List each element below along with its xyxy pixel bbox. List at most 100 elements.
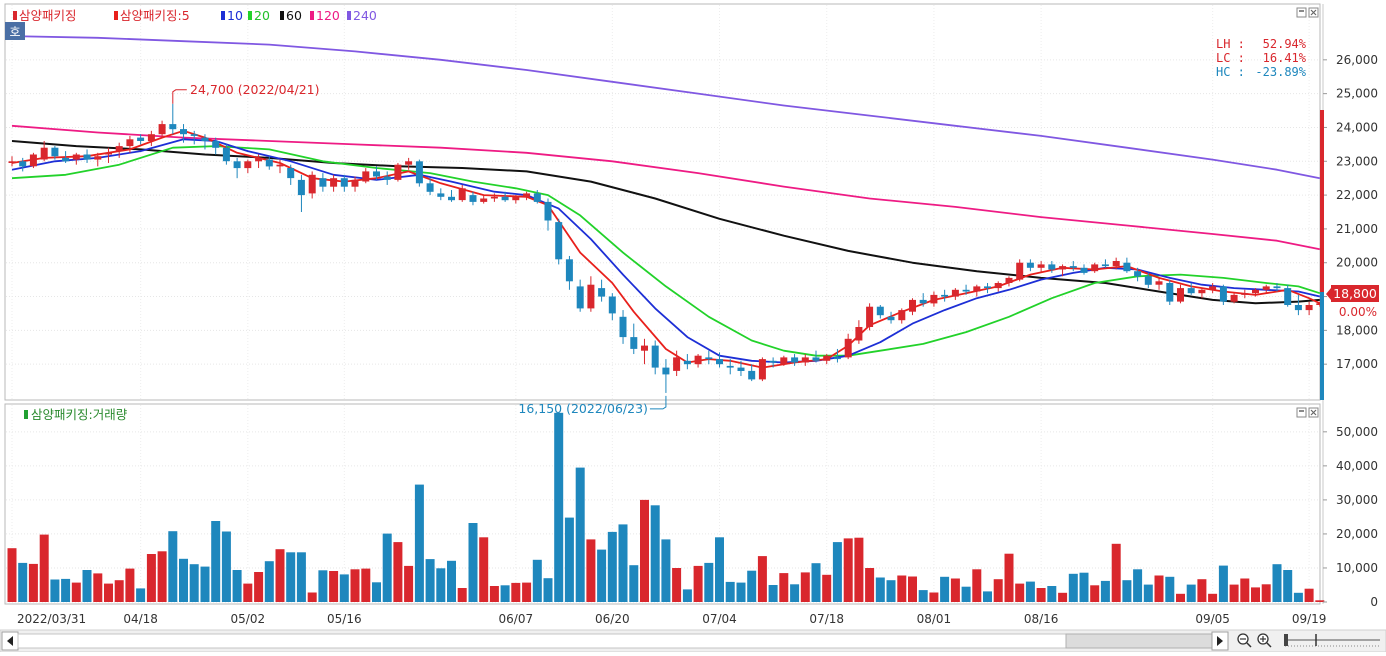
zoom-in-icon[interactable]: [1257, 633, 1272, 648]
volume-bar: [1218, 565, 1228, 602]
volume-bar: [736, 582, 746, 602]
zoom-slider[interactable]: [1284, 634, 1380, 647]
volume-bar: [414, 484, 424, 602]
volume-bar: [243, 583, 253, 602]
candle-up: [490, 196, 498, 199]
volume-legend-title: 삼양패키징:거래량: [31, 407, 128, 422]
candle-up: [866, 306, 874, 327]
legend-swatch-ma60: [280, 11, 284, 20]
date-axis-labels: 2022/03/31 04/18 05/02 05/16 06/07 06/20 07/04…: [17, 612, 1326, 626]
legend-swatch-ma20: [248, 11, 252, 20]
candle-up: [951, 289, 959, 297]
zoom-out-icon[interactable]: [1237, 633, 1252, 648]
panel-restore-icon[interactable]: [1296, 7, 1307, 18]
current-price-label: 18,800: [1333, 286, 1377, 301]
mode-badge-label: 호: [9, 25, 20, 39]
volume-bar: [693, 565, 703, 602]
candle-up: [694, 355, 702, 365]
volume-bar: [993, 579, 1003, 602]
volume-bar: [564, 517, 574, 602]
volume-bar: [200, 566, 210, 602]
volume-panel-restore-icon[interactable]: [1296, 407, 1307, 418]
volume-bar: [629, 565, 639, 602]
volume-bar: [875, 577, 885, 602]
volume-bar: [500, 585, 510, 602]
bottom-toolbar: [0, 629, 1386, 653]
volume-bar: [1304, 588, 1314, 602]
candle-down: [373, 171, 380, 177]
volume-bar: [307, 592, 317, 602]
volume-close-glyph-icon: [1310, 409, 1317, 416]
candle-up: [458, 188, 466, 201]
volume-bar: [929, 592, 939, 602]
volume-grid: [6, 5, 1319, 603]
restore-glyph-icon: [1299, 10, 1304, 12]
price-tick-label: 25,000: [1336, 87, 1378, 101]
volume-bar: [532, 559, 542, 602]
candle-up: [1316, 303, 1324, 305]
legend-swatch-ma5: [114, 11, 118, 20]
candle-down: [265, 159, 273, 167]
volume-bar: [1186, 584, 1196, 602]
candle-up: [587, 284, 595, 309]
high-annotation-leader: [172, 89, 187, 104]
volume-bar: [211, 521, 221, 602]
candle-up: [909, 299, 916, 312]
legend-swatch-ma240: [347, 11, 351, 20]
date-label: 07/04: [702, 612, 737, 626]
candle-down: [651, 345, 659, 368]
volume-bar: [136, 588, 146, 602]
volume-bar: [382, 533, 392, 602]
candle-up: [823, 355, 831, 361]
mode-badge[interactable]: [5, 22, 25, 40]
candle-down: [576, 286, 584, 309]
candle-down: [233, 161, 241, 169]
candle-up: [276, 164, 284, 167]
volume-bar: [1293, 592, 1303, 602]
volume-bar: [747, 570, 757, 602]
volume-bar: [286, 552, 296, 602]
stat-lc-value: 16.41%: [1263, 51, 1307, 65]
candle-up: [72, 154, 80, 160]
volume-bar: [800, 572, 810, 602]
candle-down: [1048, 264, 1056, 270]
volume-bar: [125, 568, 135, 602]
candle-down: [83, 154, 91, 160]
candle-down: [598, 288, 606, 297]
volume-tick-label: 0: [1370, 595, 1378, 609]
candle-up: [673, 357, 681, 371]
volume-bar: [897, 575, 907, 602]
price-tick-label: 21,000: [1336, 222, 1378, 236]
volume-bar: [704, 562, 714, 602]
volume-bar: [350, 569, 360, 602]
candle-down: [1219, 286, 1227, 302]
scroll-track[interactable]: [17, 633, 1213, 649]
volume-bar: [554, 412, 564, 602]
legend-ma20: 20: [254, 8, 270, 23]
candle-down: [426, 183, 434, 192]
volume-bar: [189, 564, 199, 602]
low-annotation: 16,150 (2022/06/23): [518, 395, 667, 416]
scroll-thumb[interactable]: [1065, 633, 1213, 649]
candle-up: [1209, 286, 1217, 290]
volume-bar: [918, 590, 928, 602]
volume-bar: [832, 542, 842, 602]
volume-bar: [950, 578, 960, 602]
candle-up: [255, 157, 263, 162]
candle-up: [1005, 277, 1013, 283]
legend-swatch-ma120: [310, 11, 314, 20]
candle-up: [801, 357, 809, 363]
volume-bar: [886, 580, 896, 602]
volume-restore-glyph-icon: [1299, 410, 1304, 412]
candle-up: [244, 161, 252, 169]
candle-down: [501, 196, 509, 201]
candle-down: [1026, 262, 1034, 268]
candle-down: [287, 168, 295, 179]
price-tick-label: 22,000: [1336, 188, 1378, 202]
volume-panel-buttons: [1296, 407, 1319, 418]
legend-ma120: 120: [316, 8, 340, 23]
volume-bar: [1261, 584, 1271, 602]
ma20-line: [11, 145, 1321, 357]
candle-up: [126, 139, 134, 147]
